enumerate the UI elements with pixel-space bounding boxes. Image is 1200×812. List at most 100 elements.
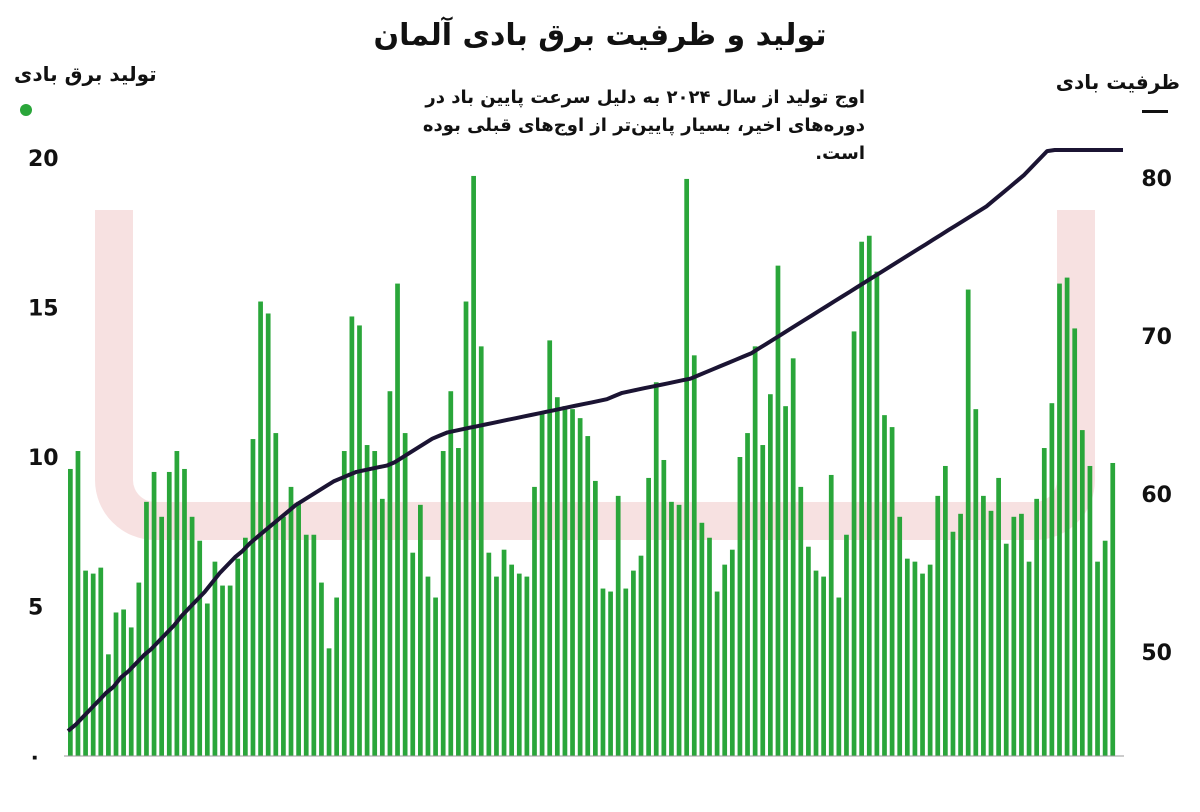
production-bar bbox=[341, 451, 347, 756]
production-bar bbox=[821, 576, 826, 756]
production-bar bbox=[866, 235, 872, 757]
production-bar bbox=[418, 504, 423, 756]
production-bar bbox=[402, 433, 408, 756]
production-bar bbox=[243, 537, 248, 756]
production-bar bbox=[669, 501, 674, 756]
production-bar bbox=[425, 576, 431, 756]
production-bar bbox=[1102, 540, 1108, 756]
production-bar bbox=[547, 340, 553, 756]
production-bar bbox=[539, 412, 545, 756]
production-bar bbox=[874, 271, 880, 756]
left-tick-label: 20 bbox=[28, 147, 59, 172]
production-bar bbox=[554, 397, 560, 756]
production-bar bbox=[174, 451, 180, 756]
subtitle-line-1: اوج تولید از سال ۲۰۲۴ به دلیل سرعت پایین… bbox=[425, 87, 865, 108]
chart-subtitle: اوج تولید از سال ۲۰۲۴ به دلیل سرعت پایین… bbox=[380, 84, 865, 168]
production-bar bbox=[1064, 277, 1070, 756]
production-bar bbox=[631, 570, 636, 756]
production-bar bbox=[615, 495, 621, 756]
right-axis-label: ظرفیت بادی bbox=[1055, 70, 1180, 94]
production-bar bbox=[227, 585, 233, 756]
subtitle-line-2: دوره‌های اخیر، بسیار پایین‌تر از اوج‌های… bbox=[422, 115, 865, 164]
production-bar bbox=[973, 409, 979, 756]
production-bar bbox=[212, 561, 218, 756]
production-bar bbox=[311, 534, 317, 756]
production-bar bbox=[532, 486, 537, 756]
production-bar bbox=[653, 382, 659, 756]
production-bar bbox=[364, 445, 370, 756]
production-bar bbox=[387, 391, 393, 756]
production-bar bbox=[478, 346, 484, 756]
production-bar bbox=[433, 597, 438, 756]
production-bar bbox=[456, 448, 461, 756]
production-bar bbox=[1011, 516, 1017, 756]
production-bar bbox=[897, 516, 903, 756]
production-bar bbox=[691, 355, 697, 756]
production-bar bbox=[813, 570, 819, 756]
production-bar bbox=[410, 552, 416, 756]
production-bar bbox=[981, 495, 986, 756]
production-bar bbox=[524, 576, 530, 756]
production-bar bbox=[943, 465, 948, 756]
production-bar bbox=[585, 436, 591, 756]
production-bar bbox=[676, 504, 682, 756]
production-bar bbox=[1087, 465, 1093, 756]
production-bar bbox=[844, 534, 849, 756]
production-bar bbox=[448, 391, 454, 756]
production-bar bbox=[889, 427, 895, 756]
production-bar bbox=[745, 433, 750, 756]
production-bar bbox=[1072, 328, 1078, 756]
production-bar bbox=[471, 175, 476, 756]
production-bar bbox=[235, 558, 241, 756]
production-bar bbox=[296, 501, 301, 756]
production-bar bbox=[494, 576, 499, 756]
production-bar bbox=[197, 540, 203, 756]
production-bar bbox=[166, 471, 172, 756]
production-bar bbox=[988, 510, 994, 756]
production-bar bbox=[646, 477, 651, 756]
production-bar bbox=[1079, 430, 1085, 756]
production-bar bbox=[661, 459, 667, 756]
production-bar bbox=[714, 591, 720, 756]
production-bar bbox=[349, 316, 355, 756]
production-bar bbox=[737, 457, 743, 756]
production-bar bbox=[882, 415, 887, 756]
production-bar bbox=[912, 561, 918, 756]
production-bar bbox=[357, 325, 362, 756]
production-bar bbox=[623, 588, 629, 756]
production-bar bbox=[204, 603, 210, 756]
production-bar bbox=[828, 474, 834, 756]
production-bar bbox=[965, 289, 971, 756]
production-bar bbox=[775, 265, 781, 756]
production-bar bbox=[372, 451, 378, 756]
production-bar bbox=[638, 555, 644, 756]
production-bar bbox=[83, 570, 88, 756]
production-bar bbox=[281, 516, 286, 756]
production-bar bbox=[859, 241, 865, 757]
production-bar bbox=[950, 531, 956, 756]
production-bar bbox=[935, 495, 941, 756]
production-bar bbox=[768, 394, 773, 756]
left-axis-label: تولید برق بادی bbox=[14, 62, 157, 86]
production-bar bbox=[996, 477, 1001, 756]
production-bar bbox=[501, 549, 507, 756]
production-bar bbox=[562, 406, 568, 756]
production-bar bbox=[68, 468, 73, 756]
production-bar bbox=[1019, 513, 1024, 756]
production-bar bbox=[783, 406, 788, 756]
production-bar bbox=[722, 564, 728, 756]
production-bar bbox=[1003, 543, 1009, 756]
right-tick-label: 70 bbox=[1141, 325, 1172, 350]
production-bar bbox=[509, 564, 515, 756]
left-tick-label: 15 bbox=[28, 297, 59, 322]
production-bar bbox=[1041, 448, 1047, 756]
right-tick-label: 50 bbox=[1141, 641, 1172, 666]
production-bar bbox=[121, 609, 126, 756]
production-bar bbox=[707, 537, 712, 756]
production-bar bbox=[836, 597, 842, 756]
production-bar bbox=[798, 486, 804, 756]
chart-title: تولید و ظرفیت برق بادی آلمان bbox=[373, 18, 827, 53]
capacity-line bbox=[66, 148, 1123, 733]
production-bar bbox=[319, 582, 324, 756]
